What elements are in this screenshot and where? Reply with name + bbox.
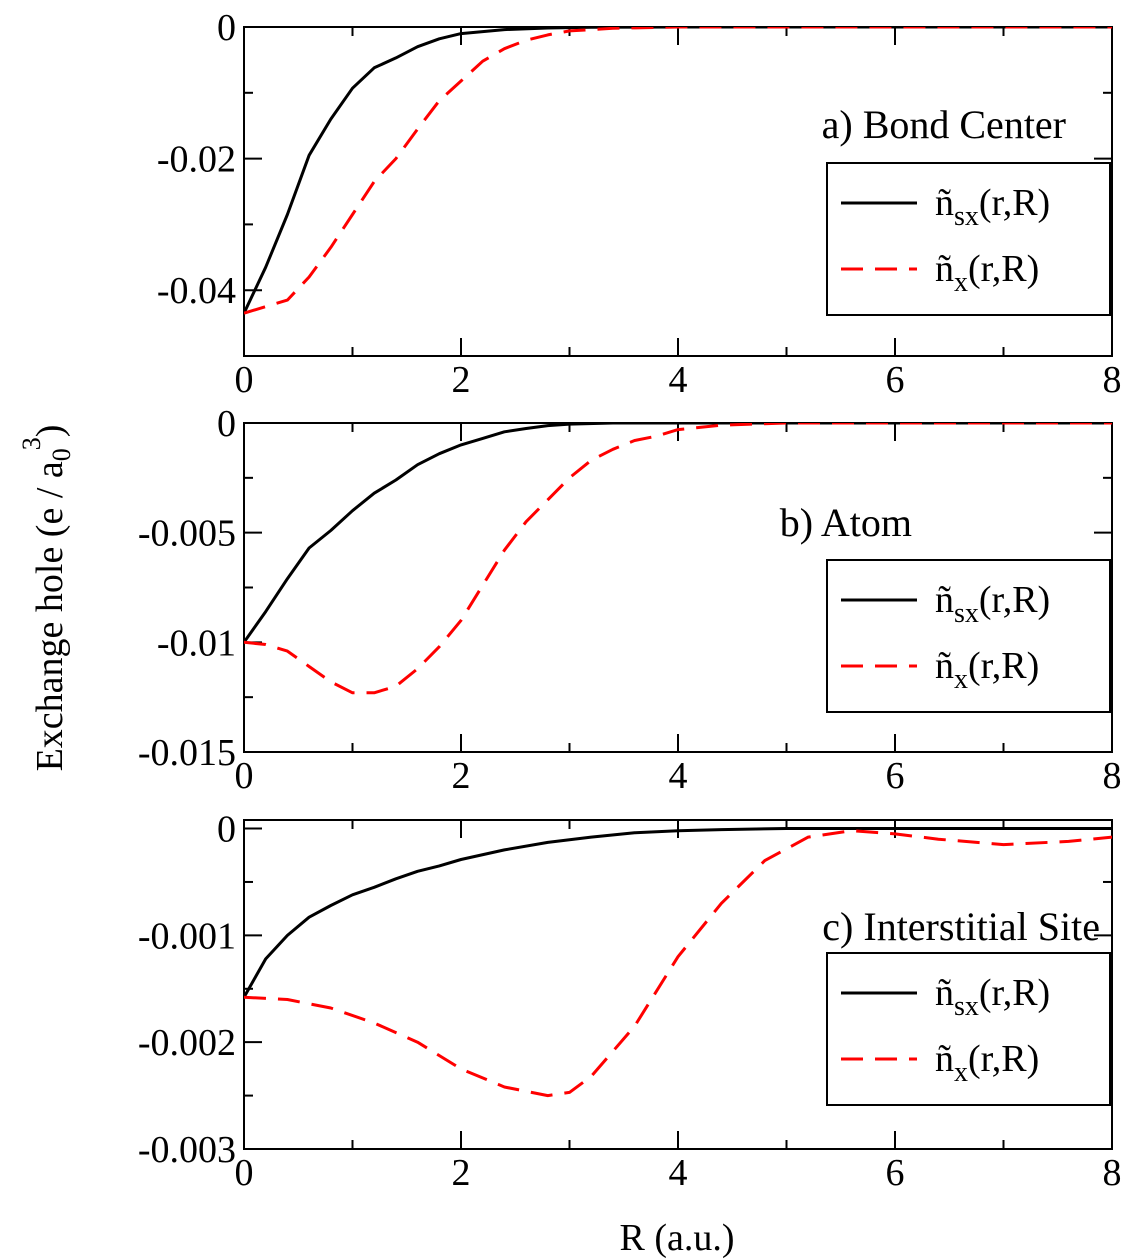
- panel-2: 0 2 4 6 8 0 -0.005 -0.01 -0.015 b) Atom ñsx(r,R) ñx…: [138, 403, 1122, 797]
- y-tick-label: 0: [217, 809, 236, 851]
- panel-title: b) Atom: [780, 500, 912, 545]
- y-tick-label: -0.003: [138, 1129, 236, 1171]
- legend-entry: ñx(r,R): [935, 1038, 1039, 1088]
- legend-entry: ñx(r,R): [935, 645, 1039, 695]
- legend: ñsx(r,R) ñx(r,R): [826, 162, 1111, 316]
- y-axis-label-sup: 3: [17, 437, 46, 450]
- series-group: [244, 27, 1112, 315]
- panel-title: a) Bond Center: [822, 102, 1066, 147]
- legend-entry: ñsx(r,R): [935, 579, 1050, 629]
- x-tick-label: 0: [235, 1152, 254, 1194]
- legend-entry: ñx(r,R): [935, 248, 1039, 298]
- x-tick-label: 0: [235, 755, 254, 797]
- panel-1: 0 2 4 6 8 0 -0.02 -0.04 a) Bond Center ñsx(r,R) ñx…: [157, 7, 1122, 401]
- y-axis-label-close: ): [29, 425, 71, 438]
- series-group: [244, 827, 1112, 1098]
- y-tick-label: -0.01: [157, 622, 236, 664]
- x-tick-label: 6: [886, 1152, 905, 1194]
- x-tick-label: 0: [235, 359, 254, 401]
- x-tick-label: 4: [669, 359, 688, 401]
- legend-box: [826, 952, 1111, 1106]
- y-tick-label: -0.002: [138, 1022, 236, 1064]
- y-tick-label: -0.001: [138, 915, 236, 957]
- y-tick-label: 0: [217, 7, 236, 49]
- panels: 0 2 4 6 8 0 -0.02 -0.04 a) Bond Center ñsx(r,R) ñx…: [138, 7, 1122, 1194]
- series-line-nsx: [244, 27, 1112, 314]
- series-group: [244, 423, 1112, 695]
- legend-entry: ñsx(r,R): [935, 972, 1050, 1022]
- legend: ñsx(r,R) ñx(r,R): [826, 559, 1111, 713]
- x-tick-label: 6: [886, 755, 905, 797]
- y-axis-label-sub: 0: [47, 448, 76, 461]
- x-tick-label: 8: [1103, 755, 1122, 797]
- y-axis-label-main: Exchange hole (e / a: [29, 461, 71, 771]
- y-axis-label: Exchange hole (e / a03): [17, 425, 76, 772]
- x-tick-label: 2: [452, 1152, 471, 1194]
- series-line-nx: [244, 27, 1112, 315]
- series-line-nsx: [244, 827, 1112, 999]
- y-tick-label: -0.005: [138, 513, 236, 555]
- legend-entry: ñsx(r,R): [935, 182, 1050, 232]
- x-tick-label: 4: [669, 1152, 688, 1194]
- x-tick-label: 2: [452, 755, 471, 797]
- series-line-nsx: [244, 423, 1112, 644]
- x-axis-label: R (a.u.): [619, 1217, 734, 1259]
- panel-3: 0 2 4 6 8 0 -0.001 -0.002 -0.003 c) Interstitial …: [138, 809, 1122, 1194]
- x-tick-label: 8: [1103, 1152, 1122, 1194]
- y-tick-label: -0.02: [157, 139, 236, 181]
- x-tick-label: 4: [669, 755, 688, 797]
- x-tick-label: 2: [452, 359, 471, 401]
- panel-title: c) Interstitial Site: [822, 904, 1100, 949]
- legend-box: [826, 162, 1111, 316]
- x-tick-label: 6: [886, 359, 905, 401]
- series-line-nx: [244, 829, 1112, 1098]
- y-tick-label: 0: [217, 403, 236, 445]
- legend: ñsx(r,R) ñx(r,R): [826, 952, 1111, 1106]
- legend-box: [826, 559, 1111, 713]
- y-tick-label: -0.04: [157, 270, 236, 312]
- series-line-nx: [244, 423, 1112, 695]
- x-tick-label: 8: [1103, 359, 1122, 401]
- y-tick-label: -0.015: [138, 732, 236, 774]
